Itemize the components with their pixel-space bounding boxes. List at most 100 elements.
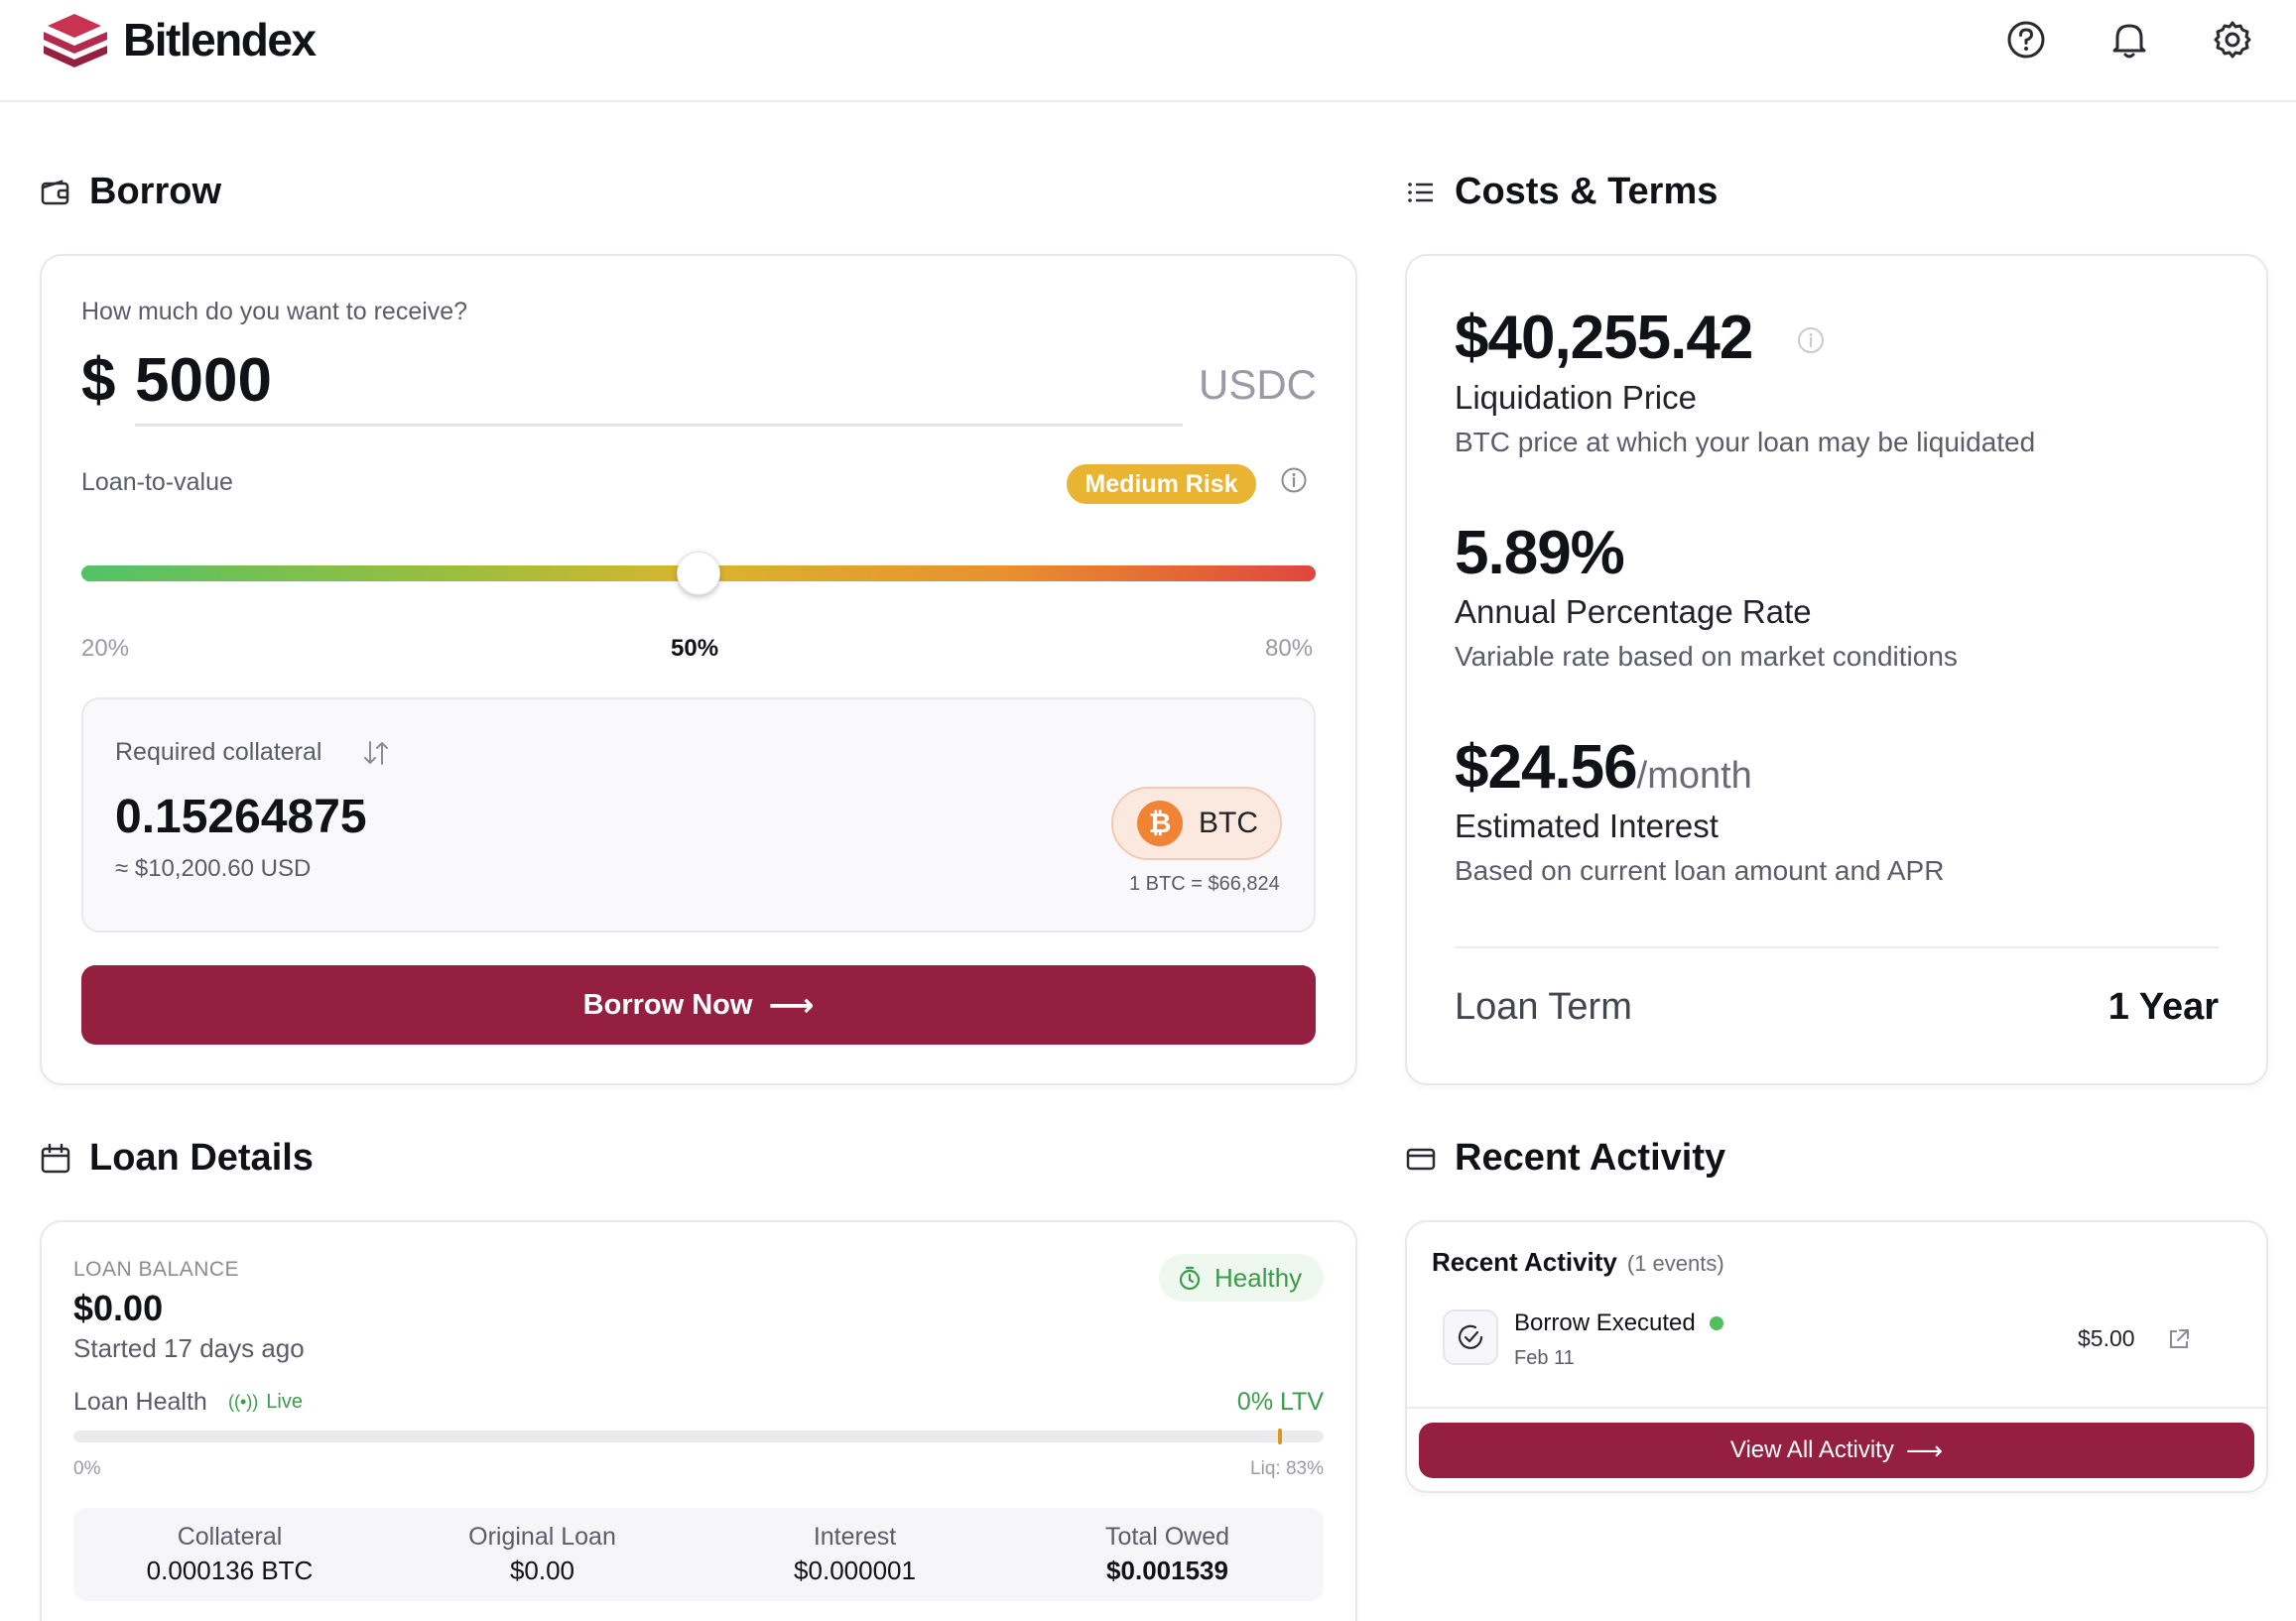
stopwatch-icon xyxy=(1179,1266,1201,1291)
health-status-text: Healthy xyxy=(1214,1262,1303,1293)
borrow-now-label: Borrow Now xyxy=(582,988,753,1021)
bitcoin-icon: ₿ xyxy=(1137,801,1183,846)
live-indicator: ((•)) Live xyxy=(228,1391,303,1414)
ltv-slider-thumb[interactable] xyxy=(677,552,720,595)
recent-activity-section-title: Recent Activity xyxy=(1405,1137,1725,1180)
activity-count: (1 events) xyxy=(1626,1251,1724,1276)
risk-badge: Medium Risk xyxy=(1067,464,1256,504)
loan-started: Started 17 days ago xyxy=(73,1333,305,1363)
ltv-percentage: 0% LTV xyxy=(1236,1388,1324,1416)
stat-value: $0.000001 xyxy=(794,1556,916,1585)
interest-label: Estimated Interest xyxy=(1455,808,1719,844)
health-scale-min: 0% xyxy=(73,1458,101,1479)
costs-section-title: Costs & Terms xyxy=(1405,171,1718,213)
ltv-current-label: 50% xyxy=(671,635,719,662)
check-circle-icon xyxy=(1443,1309,1498,1365)
loan-details-title-text: Loan Details xyxy=(89,1137,314,1179)
stat-label: Total Owed xyxy=(1104,1523,1230,1551)
broadcast-icon: ((•)) xyxy=(228,1392,259,1412)
apr-value: 5.89% xyxy=(1455,519,1625,587)
loan-balance-label: LOAN BALANCE xyxy=(73,1258,240,1281)
activity-title: Borrow Executed xyxy=(1514,1309,1696,1336)
borrow-title-text: Borrow xyxy=(89,171,221,212)
activity-title-row: Borrow Executed xyxy=(1514,1309,1723,1337)
stat-value: $0.00 xyxy=(509,1556,575,1585)
asset-label: BTC xyxy=(1199,807,1258,839)
costs-divider xyxy=(1455,946,2219,948)
gear-icon[interactable] xyxy=(2211,18,2254,62)
ltv-label: Loan-to-value xyxy=(81,468,233,496)
liquidation-price-label: Liquidation Price xyxy=(1455,379,1697,416)
health-scale-liq: Liq: 83% xyxy=(1250,1458,1324,1479)
live-text: Live xyxy=(266,1391,303,1413)
loan-balance-value: $0.00 xyxy=(73,1288,164,1328)
liquidation-marker xyxy=(1278,1429,1282,1444)
interest-desc: Based on current loan amount and APR xyxy=(1455,855,1945,886)
asset-selector[interactable]: ₿ BTC xyxy=(1111,787,1282,860)
health-status-badge: Healthy xyxy=(1159,1254,1324,1302)
collateral-usd: ≈ $10,200.60 USD xyxy=(115,855,312,882)
borrow-section-title: Borrow xyxy=(40,171,221,213)
arrow-right-icon: ⟶ xyxy=(768,987,815,1023)
collateral-value: 0.15264875 xyxy=(115,791,367,843)
list-icon xyxy=(1408,182,1433,202)
brand-name: Bitlendex xyxy=(123,14,317,65)
loan-details-section-title: Loan Details xyxy=(40,1137,314,1180)
recent-activity-title-text: Recent Activity xyxy=(1455,1137,1726,1179)
activity-divider xyxy=(1407,1407,2266,1409)
swap-icon[interactable] xyxy=(361,738,391,768)
stat-label: Collateral xyxy=(177,1523,283,1551)
logo[interactable]: Bitlendex xyxy=(38,10,317,69)
bell-icon[interactable] xyxy=(2107,18,2151,62)
currency-symbol: $ xyxy=(81,346,116,415)
loan-term-value: 1 Year xyxy=(2107,986,2219,1028)
stat-interest: Interest $0.000001 xyxy=(699,1508,1011,1601)
external-link-icon[interactable] xyxy=(2167,1327,2191,1351)
costs-title-text: Costs & Terms xyxy=(1455,171,1719,212)
stat-value: $0.001539 xyxy=(1106,1556,1228,1585)
interest-value: $24.56 xyxy=(1455,733,1638,802)
card-icon xyxy=(1406,1148,1436,1170)
view-all-activity-button[interactable]: View All Activity ⟶ xyxy=(1419,1423,2254,1478)
activity-card-title: Recent Activity xyxy=(1432,1247,1617,1277)
ltv-max-label: 80% xyxy=(1265,635,1314,662)
interest-value-row: $24.56 /month xyxy=(1455,732,1752,803)
borrow-card xyxy=(40,254,1357,1085)
stat-collateral: Collateral 0.000136 BTC xyxy=(73,1508,386,1601)
loan-health-label: Loan Health xyxy=(73,1388,207,1416)
info-icon[interactable] xyxy=(1796,325,1826,355)
amount-unit: USDC xyxy=(1199,361,1318,408)
activity-date: Feb 11 xyxy=(1514,1347,1575,1369)
stat-original-loan: Original Loan $0.00 xyxy=(386,1508,699,1601)
collateral-label: Required collateral xyxy=(115,738,322,766)
loan-term-label: Loan Term xyxy=(1455,986,1632,1028)
activity-item[interactable]: Borrow Executed Feb 11 $5.00 xyxy=(1443,1309,2197,1379)
activity-card-header: Recent Activity (1 events) xyxy=(1432,1247,1724,1278)
health-bar xyxy=(73,1431,1324,1442)
arrow-right-icon: ⟶ xyxy=(1905,1434,1944,1465)
stat-label: Original Loan xyxy=(468,1523,616,1551)
amount-input[interactable]: 5000 xyxy=(135,345,1183,427)
stat-total-owed: Total Owed $0.001539 xyxy=(1011,1508,1324,1601)
apr-desc: Variable rate based on market conditions xyxy=(1455,641,1958,672)
collateral-panel xyxy=(81,697,1316,933)
info-icon[interactable] xyxy=(1280,466,1308,494)
help-icon[interactable] xyxy=(2004,18,2048,62)
apr-label: Annual Percentage Rate xyxy=(1455,593,1812,630)
liquidation-price-value: $40,255.42 xyxy=(1455,304,1753,372)
btc-rate: 1 BTC = $66,824 xyxy=(1129,873,1280,895)
activity-amount: $5.00 xyxy=(2078,1325,2135,1351)
status-dot xyxy=(1709,1316,1723,1330)
borrow-now-button[interactable]: Borrow Now ⟶ xyxy=(81,965,1316,1045)
view-all-label: View All Activity xyxy=(1729,1436,1894,1463)
interest-suffix: /month xyxy=(1636,755,1752,797)
stat-value: 0.000136 BTC xyxy=(146,1556,314,1585)
amount-prompt: How much do you want to receive? xyxy=(81,298,468,325)
loan-stats-row: Collateral 0.000136 BTC Original Loan $0… xyxy=(73,1508,1324,1601)
ltv-min-label: 20% xyxy=(81,635,130,662)
logo-mark-icon xyxy=(44,14,107,67)
stat-label: Interest xyxy=(813,1523,897,1551)
app-header: Bitlendex xyxy=(0,0,2296,102)
wallet-icon xyxy=(41,179,69,204)
calendar-icon xyxy=(41,1143,70,1173)
